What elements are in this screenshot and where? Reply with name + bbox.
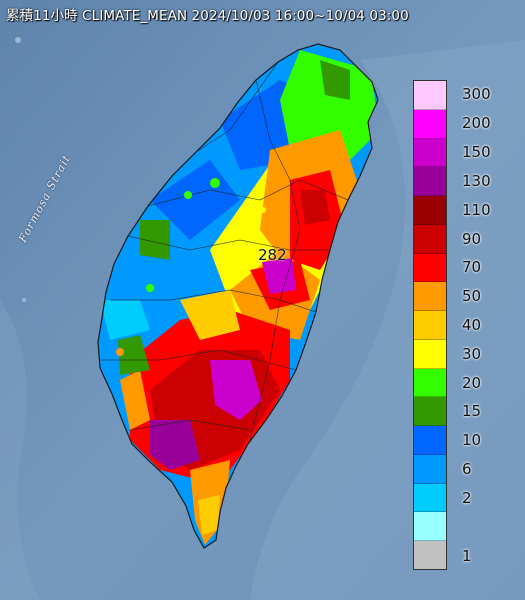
legend-label: 40 (462, 316, 482, 334)
legend-swatch (414, 454, 446, 484)
legend-color-scale (413, 80, 447, 570)
coastline (97, 43, 379, 549)
rain-spots (116, 178, 266, 356)
legend-swatch (414, 483, 446, 513)
ocean-shading-west (0, 300, 40, 600)
legend-label: 130 (462, 171, 491, 190)
islet-marker (22, 298, 26, 302)
legend-label: 20 (462, 373, 482, 392)
legend-swatch (414, 339, 446, 369)
legend-label: 50 (462, 287, 482, 306)
legend-label: 70 (462, 258, 482, 277)
legend-swatch (414, 81, 446, 110)
legend-label: 30 (462, 344, 482, 363)
peak-rainfall-label: 282 (258, 246, 287, 264)
legend-swatch (414, 196, 446, 225)
legend-swatch (414, 109, 446, 139)
legend-swatch (414, 541, 446, 570)
legend-swatch (414, 426, 446, 455)
ocean-shading (250, 40, 525, 600)
legend-swatch (414, 368, 446, 398)
legend-label: 10 (462, 431, 482, 450)
map-title: 累積11小時 CLIMATE_MEAN 2024/10/03 16:00~10/… (6, 8, 409, 24)
legend-label: 15 (462, 402, 482, 421)
legend-swatch (414, 167, 446, 197)
legend-label: 300 (462, 85, 491, 104)
legend-label: 150 (462, 143, 491, 162)
legend-label: 2 (462, 488, 472, 507)
legend-swatch (414, 138, 446, 168)
legend-label: 110 (462, 200, 491, 219)
legend-label: 200 (462, 114, 491, 133)
legend-swatch (414, 224, 446, 254)
legend-labels: 300 200 150 130 110 90 70 50 40 30 20 15 10 6 2 1 (462, 80, 522, 570)
legend-swatch (414, 397, 446, 427)
legend-swatch (414, 282, 446, 312)
legend-swatch (414, 311, 446, 340)
legend-swatch (414, 253, 446, 283)
legend-label: 6 (462, 460, 472, 479)
islet-marker (15, 37, 21, 43)
legend-swatch (414, 512, 446, 542)
legend-label: 90 (462, 229, 482, 248)
legend-label: 1 (462, 546, 472, 565)
